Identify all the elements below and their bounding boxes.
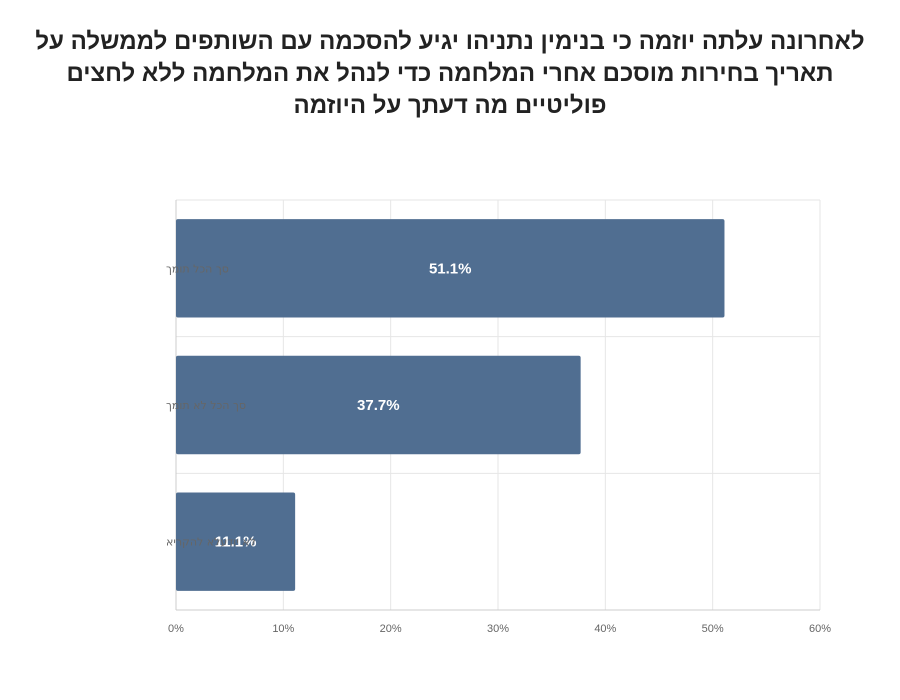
x-tick-label: 60%	[809, 623, 831, 635]
bar-layer: 51.1% 37.7% 11.1%	[176, 219, 725, 591]
chart-title: לאחרונה עלתה יוזמה כי בנימין נתניהו יגיע…	[35, 28, 865, 119]
bar	[176, 492, 296, 591]
x-tick-label: 10%	[272, 623, 294, 635]
bar	[176, 219, 725, 318]
x-tick-label: 40%	[594, 623, 616, 635]
x-axis-ticks: 0% 10% 20% 30% 40% 50% 60%	[168, 623, 831, 635]
category-label: סך הכל תומך	[166, 262, 229, 275]
x-tick-label: 30%	[487, 623, 509, 635]
x-tick-label: 0%	[168, 623, 184, 635]
category-labels: סך הכל תומך סך הכל לא תומך לא יודעלא להקרי…	[166, 262, 256, 548]
category-label: לא יודעלא להקריא	[166, 536, 256, 549]
x-tick-label: 20%	[380, 623, 402, 635]
data-label: 11.1%	[215, 534, 257, 551]
bar	[176, 355, 581, 455]
data-label: 51.1%	[429, 260, 472, 277]
x-tick-label: 50%	[702, 623, 724, 635]
category-label: סך הכל לא תומך	[166, 399, 246, 412]
data-label: 37.7%	[357, 397, 400, 414]
